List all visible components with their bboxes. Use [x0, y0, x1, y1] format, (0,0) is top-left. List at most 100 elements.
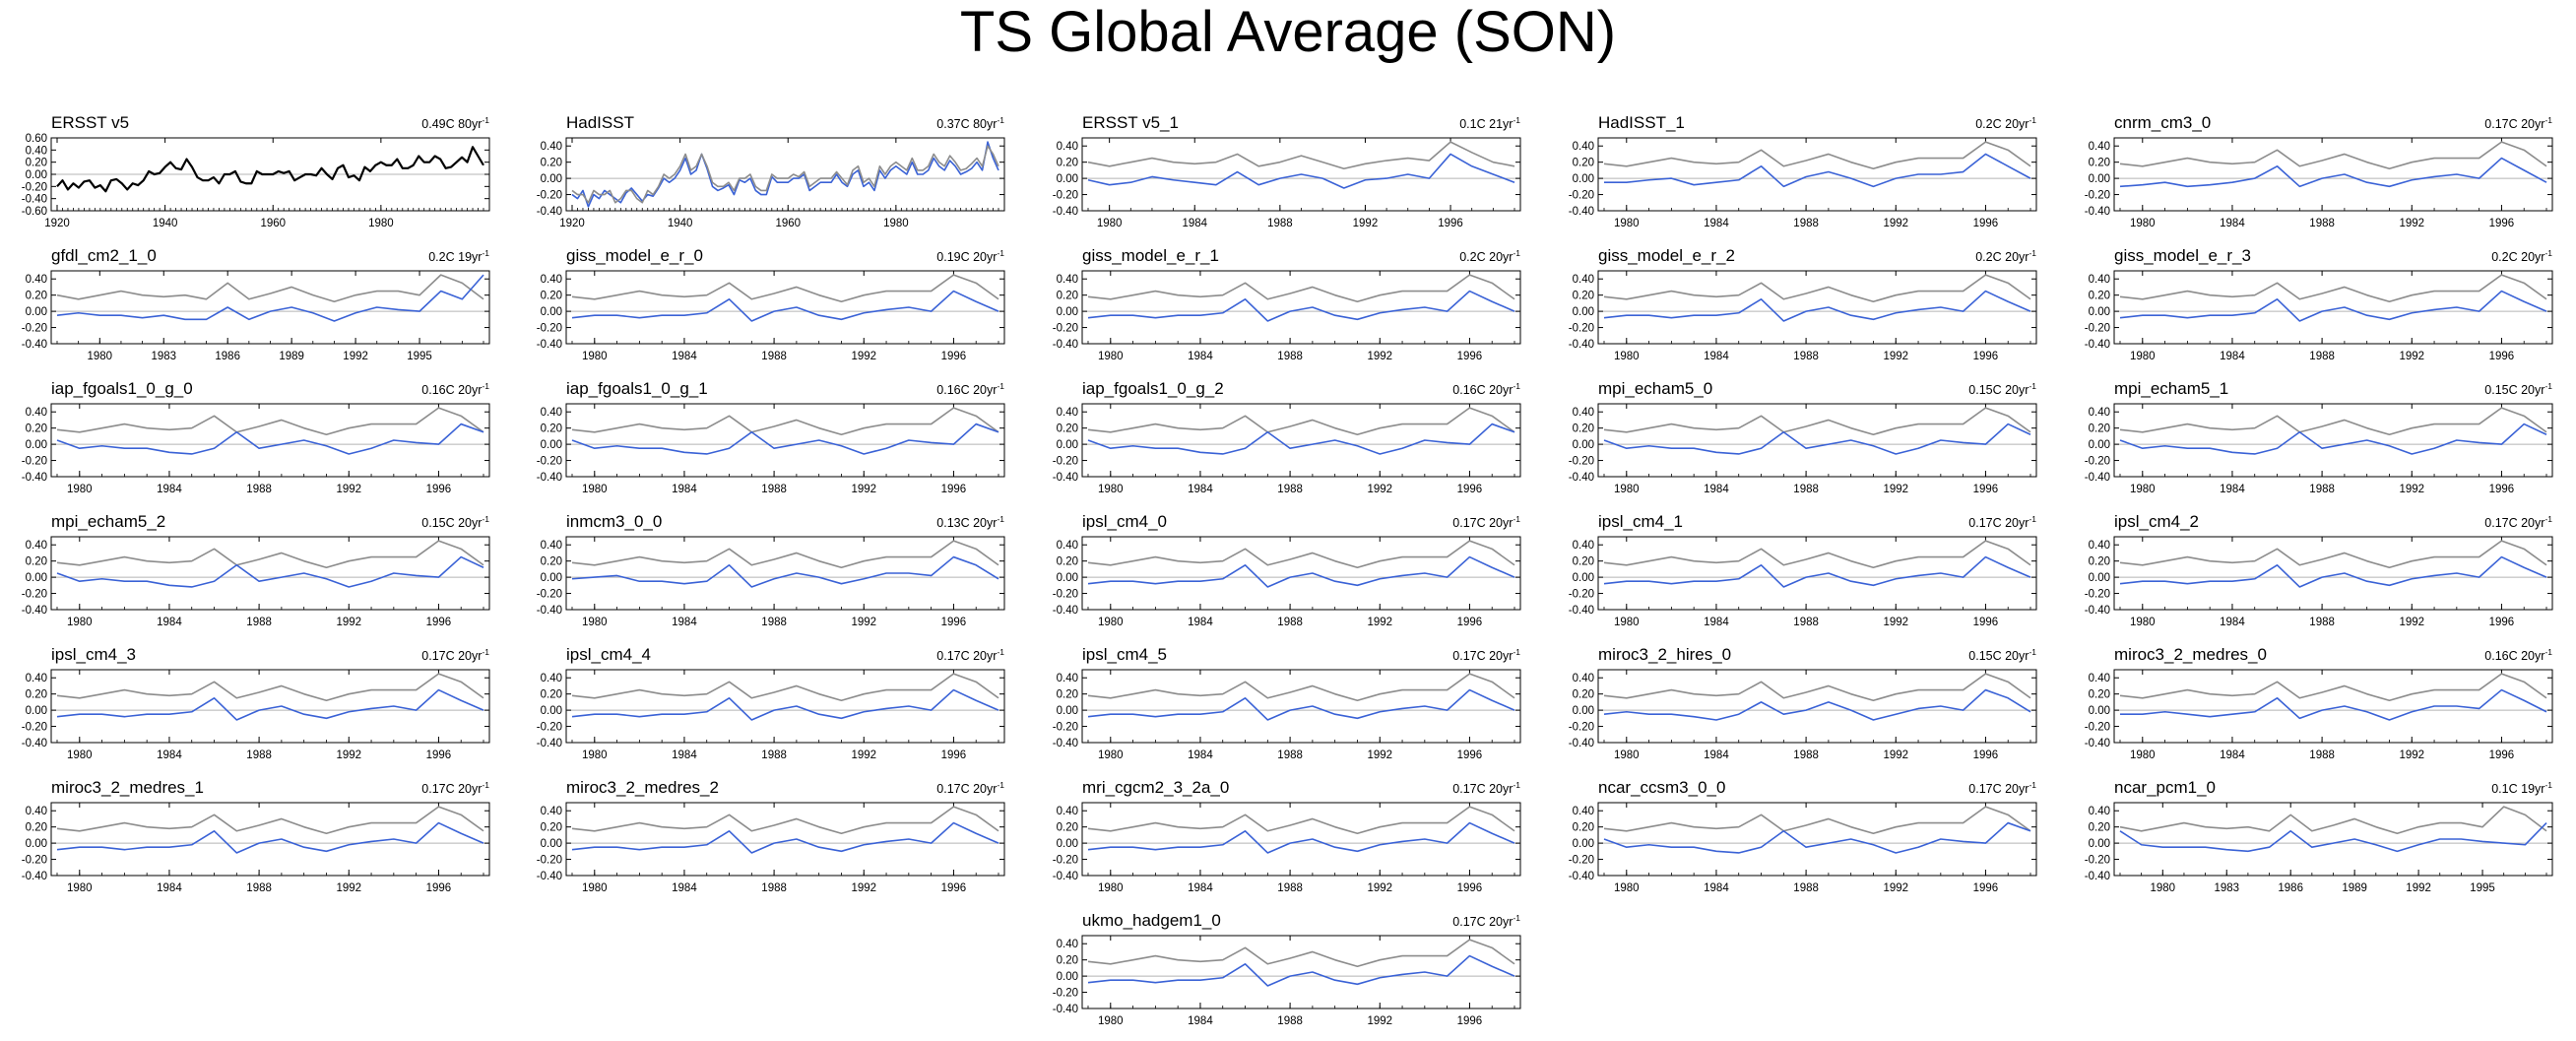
model-line: [1603, 423, 2031, 455]
chart-panel: giss_model_e_r_0 0.19C 20yr-1 0.40 0.20 0.00…: [515, 235, 1012, 367]
y-tick-label: -0.40: [1569, 472, 1594, 484]
x-tick-label: 1980: [1098, 484, 1124, 495]
y-tick-label: -0.40: [2085, 871, 2110, 882]
y-tick-label: -0.20: [537, 589, 562, 601]
x-tick-label: 1992: [336, 617, 361, 628]
panel-svg: ukmo_hadgem1_0 0.17C 20yr-1 0.40 0.20 0.00 -0…: [1053, 911, 1521, 1027]
trend-label: 0.17C 20yr-1: [1452, 913, 1520, 929]
reference-line: [1087, 673, 1515, 702]
y-tick-label: -0.20: [1569, 722, 1594, 734]
x-tick-label: 1996: [2489, 218, 2515, 229]
trend-label: 0.17C 20yr-1: [2484, 115, 2552, 131]
y-tick-label: 0.40: [1573, 806, 1594, 817]
chart-panel: cnrm_cm3_0 0.17C 20yr-1 0.40 0.20 0.00 -0.20 -…: [2063, 102, 2560, 234]
x-tick-label: 1988: [1277, 1015, 1303, 1027]
x-tick-label: 1988: [761, 351, 787, 362]
x-tick-label: 1988: [1793, 749, 1819, 761]
panel-title: ipsl_cm4_1: [1598, 512, 1683, 531]
x-tick-label: 1992: [336, 749, 361, 761]
panel-title: giss_model_e_r_0: [566, 246, 703, 265]
x-tick-label: 1988: [246, 484, 272, 495]
panel-title: ERSST v5_1: [1082, 113, 1179, 132]
x-tick-label: 1996: [941, 351, 967, 362]
y-tick-label: 0.60: [26, 133, 47, 145]
chart-panel: mpi_echam5_2 0.15C 20yr-1 0.40 0.20 0.00 -0.2…: [0, 501, 497, 633]
y-tick-label: -0.40: [537, 339, 562, 351]
y-tick-label: 0.40: [541, 673, 562, 684]
y-tick-label: -0.20: [1569, 190, 1594, 202]
panel-title: miroc3_2_medres_0: [2114, 645, 2267, 664]
y-tick-label: 0.40: [26, 407, 47, 419]
chart-panel: ncar_ccsm3_0_0 0.17C 20yr-1 0.40 0.20 0.00 -0…: [1547, 767, 2044, 899]
x-tick-label: 1984: [2220, 351, 2245, 362]
y-tick-label: 0.00: [1573, 838, 1594, 850]
y-tick-label: 0.20: [541, 423, 562, 435]
y-tick-label: -0.40: [537, 605, 562, 617]
panel-svg: ERSST v5 0.49C 80yr-1 0.600.400.200.00-0.2…: [22, 113, 490, 229]
x-tick-label: 1984: [157, 484, 182, 495]
panel-title: iap_fgoals1_0_g_2: [1082, 379, 1224, 398]
x-tick-label: 1960: [775, 218, 801, 229]
chart-panel: ipsl_cm4_2 0.17C 20yr-1 0.40 0.20 0.00 -0.20 -…: [2063, 501, 2560, 633]
y-tick-label: 0.40: [1573, 274, 1594, 286]
plot-frame: [1597, 403, 2037, 478]
x-tick-label: 1992: [2399, 351, 2424, 362]
x-tick-label: 1920: [559, 218, 585, 229]
y-tick-label: 0.40: [2089, 540, 2110, 552]
y-tick-label: -0.20: [1569, 323, 1594, 335]
y-tick-label: -0.60: [22, 206, 47, 218]
y-tick-label: -0.40: [1569, 339, 1594, 351]
x-tick-label: 1996: [1973, 617, 1999, 628]
y-tick-label: -0.40: [22, 194, 47, 206]
trend-label: 0.49C 80yr-1: [421, 115, 489, 131]
y-tick-label: 0.40: [26, 540, 47, 552]
y-tick-label: 0.00: [2089, 306, 2110, 318]
x-tick-label: 1992: [1367, 882, 1392, 894]
x-tick-label: 1980: [2130, 484, 2156, 495]
y-tick-label: 0.20: [26, 689, 47, 701]
y-tick-label: 0.00: [26, 439, 47, 451]
panel-svg: iap_fgoals1_0_g_2 0.16C 20yr-1 0.40 0.20 0.0…: [1053, 379, 1521, 495]
y-tick-label: -0.20: [22, 722, 47, 734]
y-tick-label: 0.00: [26, 306, 47, 318]
x-tick-label: 1984: [1188, 351, 1213, 362]
trend-label: 0.16C 20yr-1: [421, 381, 489, 397]
plot-frame: [2113, 802, 2553, 877]
plot-frame: [1597, 669, 2037, 744]
x-tick-label: 1984: [157, 882, 182, 894]
y-tick-label: 0.40: [1573, 141, 1594, 153]
y-tick-label: 0.20: [26, 556, 47, 568]
plot-frame: [1597, 802, 2037, 877]
panel-title: ipsl_cm4_5: [1082, 645, 1167, 664]
model-line: [2119, 423, 2547, 455]
x-tick-label: 1996: [1457, 351, 1483, 362]
y-tick-label: -0.40: [537, 738, 562, 749]
panel-title: ukmo_hadgem1_0: [1082, 911, 1221, 930]
reference-line: [571, 806, 999, 835]
model-line: [2119, 555, 2547, 588]
x-tick-label: 1992: [1883, 218, 1908, 229]
x-tick-label: 1988: [1793, 617, 1819, 628]
x-tick-label: 1983: [2214, 882, 2239, 894]
trend-label: 0.1C 19yr-1: [2491, 780, 2552, 796]
y-tick-label: 0.00: [541, 306, 562, 318]
x-tick-label: 1980: [582, 749, 608, 761]
x-tick-label: 1984: [2220, 749, 2245, 761]
y-tick-label: 0.20: [1057, 423, 1078, 435]
x-tick-label: 1996: [1457, 882, 1483, 894]
observed-line-gray: [571, 145, 999, 204]
plot-frame: [565, 536, 1005, 611]
x-tick-label: 1984: [1704, 484, 1729, 495]
reference-line: [2119, 141, 2547, 170]
panel-svg: ipsl_cm4_4 0.17C 20yr-1 0.40 0.20 0.00 -0.20 -…: [537, 645, 1005, 761]
y-tick-label: 0.20: [1573, 423, 1594, 435]
y-tick-label: 0.40: [541, 806, 562, 817]
y-tick-label: 0.20: [541, 158, 562, 169]
trend-label: 0.2C 20yr-1: [2491, 248, 2552, 264]
y-tick-label: -0.20: [1569, 855, 1594, 867]
x-tick-label: 1980: [1098, 617, 1124, 628]
panel-title: iap_fgoals1_0_g_0: [51, 379, 193, 398]
model-line: [1604, 153, 2031, 188]
x-tick-label: 1992: [851, 351, 876, 362]
x-tick-label: 1992: [1353, 218, 1379, 229]
